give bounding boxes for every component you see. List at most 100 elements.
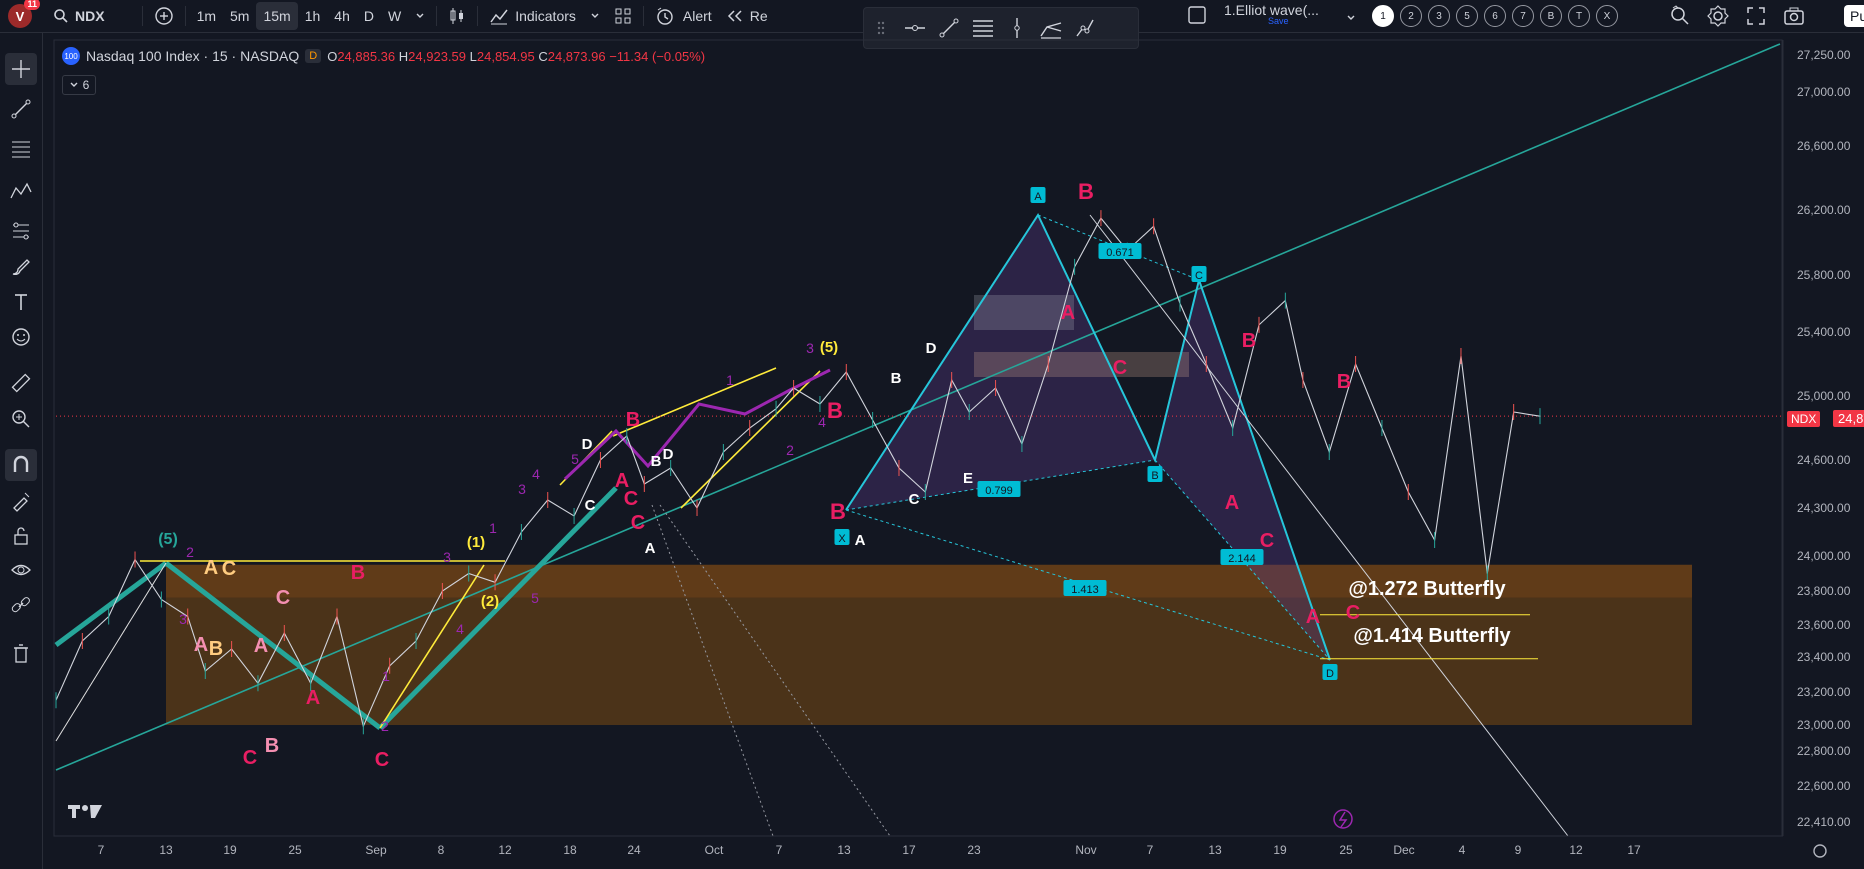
ohlc-values: O24,885.36 H24,923.59 L24,854.95 C24,873…	[327, 48, 706, 64]
layout-button-b[interactable]: B	[1540, 5, 1562, 27]
x-tick-label: 4	[1459, 843, 1466, 857]
path-icon[interactable]	[1068, 11, 1102, 45]
lightning-bolt	[1338, 811, 1348, 828]
interval-dropdown[interactable]	[408, 2, 432, 30]
wave-label: D	[582, 436, 593, 453]
fib-tool-icon[interactable]	[5, 133, 37, 165]
trend-line-icon[interactable]	[932, 11, 966, 45]
trash-icon[interactable]	[5, 638, 37, 670]
wave-label: C	[375, 749, 389, 771]
interval-d[interactable]: D	[363, 8, 374, 24]
pattern-tool-icon[interactable]	[5, 175, 37, 207]
camera-icon[interactable]	[1782, 4, 1806, 28]
interval-1m[interactable]: 1m	[196, 8, 217, 24]
text-tool-icon[interactable]	[5, 286, 37, 318]
settings-gear-icon[interactable]	[1706, 4, 1730, 28]
fib-retracement-icon[interactable]	[966, 11, 1000, 45]
symbol-search[interactable]: NDX	[46, 2, 112, 30]
ruler-icon[interactable]	[5, 367, 37, 399]
harmonic-triangle-2	[1155, 280, 1330, 660]
interval-5m[interactable]: 5m	[230, 8, 250, 24]
user-avatar[interactable]: V 11	[8, 0, 40, 28]
fullscreen-icon[interactable]	[1744, 4, 1768, 28]
trend-line-tool-icon[interactable]	[5, 93, 37, 125]
y-tick-label: 26,600.00	[1797, 139, 1851, 153]
harmonic-point-d: D	[1326, 668, 1334, 680]
quick-search-icon[interactable]	[1668, 4, 1692, 28]
subwave-label: 2	[381, 718, 389, 734]
magnet-icon[interactable]	[5, 449, 37, 481]
wave-label: C	[276, 587, 290, 609]
subwave-label: 1	[489, 520, 497, 536]
brush-icon[interactable]	[5, 251, 37, 283]
indicator-collapse-button[interactable]: 6	[62, 75, 96, 95]
order-block-1	[974, 295, 1074, 330]
horizontal-ray-icon[interactable]	[898, 11, 932, 45]
alarm-clock-icon	[657, 7, 673, 25]
x-tick-label: 8	[438, 843, 445, 857]
subwave-label: 1	[726, 372, 734, 388]
lock-icon[interactable]	[5, 520, 37, 552]
trend-line-thick-3	[378, 486, 618, 730]
x-tick-label: Sep	[365, 843, 387, 857]
alert-label: Alert	[682, 8, 712, 24]
chart-type-button[interactable]	[441, 2, 473, 30]
y-tick-label: 22,800.00	[1797, 744, 1851, 758]
replay-button[interactable]: Re	[719, 2, 775, 30]
x-tick-label: 9	[1515, 843, 1522, 857]
prediction-tool-icon[interactable]	[5, 215, 37, 247]
layout-button-2[interactable]: 2	[1400, 5, 1422, 27]
legend-title[interactable]: Nasdaq 100 Index · 15 · NASDAQ	[86, 48, 300, 64]
alert-button[interactable]: Alert	[648, 2, 719, 30]
harmonic-triangle-1	[846, 215, 1155, 510]
layout-button-7[interactable]: 7	[1512, 5, 1534, 27]
layout-button-5[interactable]: 5	[1456, 5, 1478, 27]
x-tick-label: 13	[159, 843, 173, 857]
interval-1h[interactable]: 1h	[304, 8, 321, 24]
vertical-line-icon[interactable]	[1000, 11, 1034, 45]
publish-button[interactable]: Pu	[1844, 5, 1864, 27]
layout-button-6[interactable]: 6	[1484, 5, 1506, 27]
trend-line-long	[55, 43, 1781, 771]
zoom-in-icon[interactable]	[5, 403, 37, 435]
layout-button-3[interactable]: 3	[1428, 5, 1450, 27]
harmonic-point-a-bg	[1030, 187, 1046, 203]
indicators-button[interactable]: Indicators	[482, 2, 607, 30]
axis-settings-gear-icon	[1813, 844, 1827, 858]
x-tick-label: 18	[563, 843, 577, 857]
layout-name[interactable]: 1.Elliot wave(... Save	[1224, 2, 1344, 26]
crosshair-icon[interactable]	[5, 53, 37, 85]
y-tick-label: 26,200.00	[1797, 203, 1851, 217]
stay-in-drawing-mode-icon[interactable]	[5, 485, 37, 517]
y-tick-label: 23,800.00	[1797, 584, 1851, 598]
yellow-channel-1	[612, 367, 777, 437]
trend-line-thick-1	[54, 560, 168, 648]
pitchfork-icon[interactable]	[1034, 11, 1068, 45]
drag-handle-icon[interactable]	[864, 11, 898, 45]
layout-dropdown[interactable]	[1346, 10, 1356, 26]
x-tick-label: Dec	[1393, 843, 1414, 857]
harmonic-point-b: B	[1151, 470, 1158, 482]
harmonic-xd	[845, 509, 1331, 661]
interval-w[interactable]: W	[387, 8, 402, 24]
eye-icon[interactable]	[5, 554, 37, 586]
symbol-price-badge: NDX	[1787, 411, 1821, 427]
templates-button[interactable]	[607, 2, 639, 30]
subwave-label: 2	[786, 442, 794, 458]
layout-button-t[interactable]: T	[1568, 5, 1590, 27]
wave-label: A	[615, 470, 629, 492]
interval-4h[interactable]: 4h	[334, 8, 350, 24]
indicators-label: Indicators	[515, 8, 576, 24]
data-delay-badge[interactable]: D	[305, 49, 322, 63]
interval-15m[interactable]: 15m	[256, 2, 298, 30]
layout-button-x[interactable]: X	[1596, 5, 1618, 27]
emoji-icon[interactable]	[5, 321, 37, 353]
square-icon	[1188, 6, 1206, 24]
layout-checkbox[interactable]	[1186, 4, 1208, 29]
link-icon[interactable]	[5, 589, 37, 621]
x-tick-label: 7	[776, 843, 783, 857]
compare-button[interactable]	[147, 2, 181, 30]
layout-button-1[interactable]: 1	[1372, 5, 1394, 27]
y-tick-label: 25,400.00	[1797, 325, 1851, 339]
